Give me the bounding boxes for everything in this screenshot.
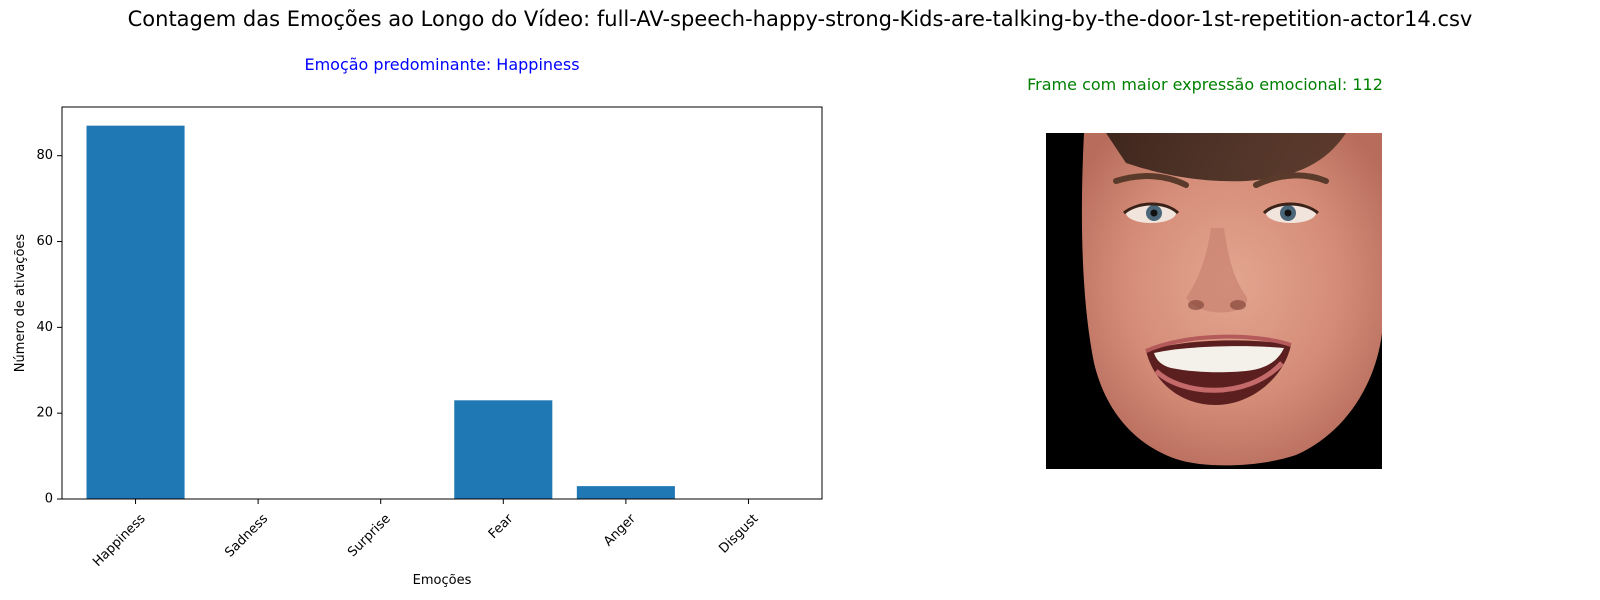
face-illustration [1081,133,1382,466]
y-axis-label: Número de ativações [13,234,28,373]
x-tick-label-happiness: Happiness [90,511,149,570]
y-tick-label: 80 [36,148,53,163]
x-tick-label-disgust: Disgust [716,511,761,556]
x-tick-label-fear: Fear [486,511,517,542]
frame-title: Frame com maior expressão emocional: 112 [1027,75,1383,94]
figure-title: Contagem das Emoções ao Longo do Vídeo: … [127,7,1473,31]
axes-frame [61,106,823,500]
x-tick-label-surprise: Surprise [345,511,394,560]
x-axis-label: Emoções [413,573,472,588]
face-frame-image [1046,133,1382,469]
x-tick-label-sadness: Sadness [222,511,271,560]
x-tick-label-anger: Anger [601,511,639,549]
x-axis-ticks: Happiness Sadness Surprise Fear Anger Disgust [90,499,762,570]
y-axis-ticks: 0 20 40 60 80 [36,148,62,507]
bar-fear [454,400,553,499]
bar-anger [576,486,675,499]
y-tick-label: 40 [36,320,53,335]
bars-group [86,125,675,500]
y-tick-label: 0 [45,492,53,507]
chart-title: Emoção predominante: Happiness [304,55,580,74]
bar-happiness [86,125,185,500]
y-tick-label: 20 [36,406,53,421]
y-tick-label: 60 [36,234,53,249]
